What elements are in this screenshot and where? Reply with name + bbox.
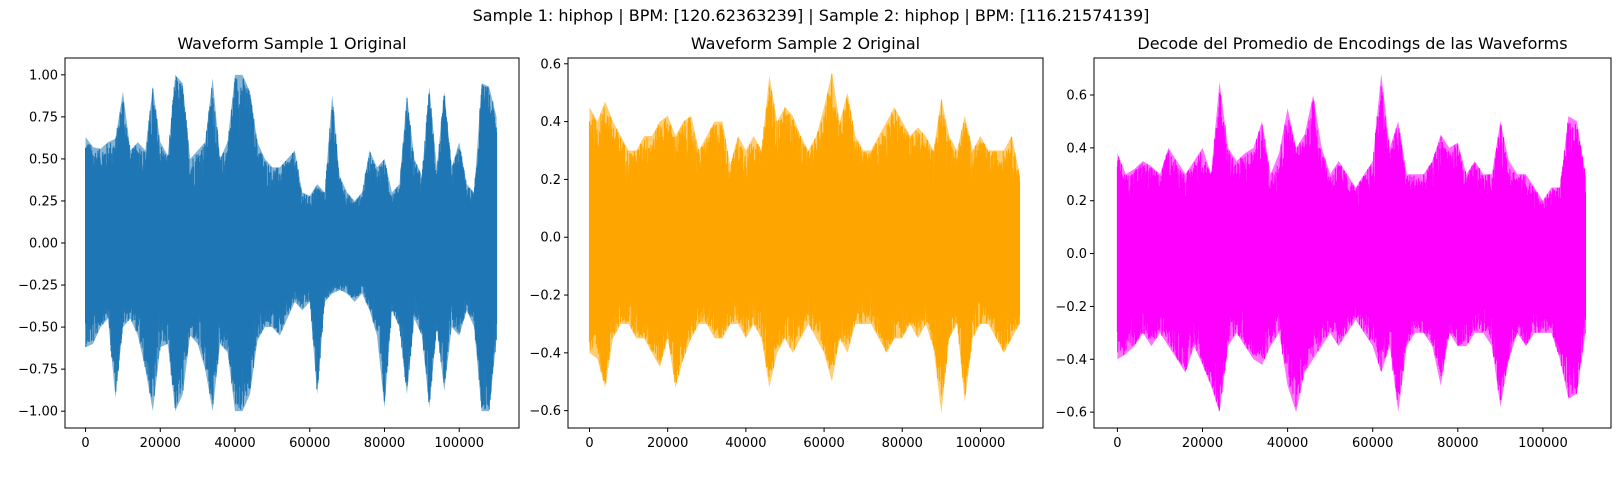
y-tick-label: 0.75: [29, 110, 58, 125]
y-tick-label: 1.00: [29, 68, 58, 83]
x-tick-label: 20000: [140, 436, 181, 451]
x-tick-label: 0: [585, 436, 593, 451]
x-tick-label: 40000: [1267, 436, 1308, 451]
subplot-sample-2: Waveform Sample 2 Original 0 20000 40000 600…: [529, 34, 1044, 451]
y-tick-label: 0.00: [29, 237, 58, 252]
y-tick-label: 0.4: [1066, 141, 1087, 156]
x-tick-label: 100000: [1518, 436, 1568, 451]
x-tick-label: 40000: [214, 436, 255, 451]
y-tick-label: 0.6: [1066, 89, 1087, 104]
y-tick-label: −1.00: [18, 405, 58, 420]
axes-frame: [1093, 57, 1612, 429]
y-tick-label: −0.2: [1055, 300, 1087, 315]
y-tick-label: −0.4: [1055, 353, 1087, 368]
subplot-sample-1: Waveform Sample 1 Original 0 20000 40000 600…: [18, 34, 520, 451]
x-tick-label: 80000: [1437, 436, 1478, 451]
y-tick-label: −0.4: [529, 346, 561, 361]
subplot-title: Waveform Sample 2 Original: [691, 34, 920, 53]
y-tick-label: 0.4: [540, 115, 561, 130]
x-tick-label: 60000: [803, 436, 844, 451]
x-tick-label: 60000: [1352, 436, 1393, 451]
x-tick-label: 20000: [647, 436, 688, 451]
y-tick-label: 0.25: [29, 194, 58, 209]
axes-frame: [567, 57, 1044, 429]
x-tick-label: 100000: [434, 436, 484, 451]
y-tick-label: 0.0: [1066, 247, 1087, 262]
x-tick-label: 60000: [289, 436, 330, 451]
y-tick-label: −0.50: [18, 321, 58, 336]
waveform-envelope: [589, 72, 1020, 414]
x-tick-label: 40000: [725, 436, 766, 451]
waveform-envelope: [85, 74, 497, 412]
subplot-title: Waveform Sample 1 Original: [177, 34, 406, 53]
x-tick-label: 20000: [1182, 436, 1223, 451]
x-tick-label: 80000: [882, 436, 923, 451]
y-tick-label: −0.6: [1055, 406, 1087, 421]
y-tick-label: −0.6: [529, 404, 561, 419]
subplot-title: Decode del Promedio de Encodings de las …: [1137, 34, 1567, 53]
y-tick-label: −0.2: [529, 289, 561, 304]
y-tick-label: 0.2: [1066, 194, 1087, 209]
x-tick-label: 0: [81, 436, 89, 451]
waveform-envelope: [1117, 73, 1586, 413]
x-tick-label: 100000: [956, 436, 1006, 451]
y-tick-label: −0.25: [18, 279, 58, 294]
x-tick-label: 0: [1113, 436, 1121, 451]
y-tick-label: 0.50: [29, 152, 58, 167]
y-tick-label: 0.2: [540, 173, 561, 188]
y-tick-label: 0.6: [540, 57, 561, 72]
x-tick-label: 80000: [364, 436, 405, 451]
figure-suptitle: Sample 1: hiphop | BPM: [120.62363239] |…: [472, 6, 1150, 25]
y-tick-label: 0.0: [540, 231, 561, 246]
subplot-decode-average: Decode del Promedio de Encodings de las …: [1055, 34, 1612, 451]
y-tick-label: −0.75: [18, 363, 58, 378]
